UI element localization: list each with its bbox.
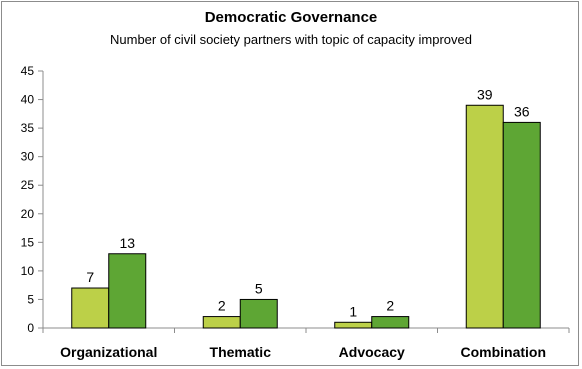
y-tick-label: 40	[21, 93, 35, 107]
bar	[239, 298, 278, 329]
data-label: 39	[477, 86, 493, 102]
y-tick-label: 10	[21, 264, 35, 278]
bar	[108, 253, 147, 329]
y-tick-label: 20	[21, 207, 35, 221]
y-tick-label: 5	[27, 292, 34, 306]
category-label: Thematic	[210, 344, 272, 360]
bar	[202, 316, 241, 329]
bar	[502, 121, 541, 329]
data-label: 13	[119, 235, 135, 251]
y-tick-label: 35	[21, 121, 35, 135]
category-label: Organizational	[60, 344, 157, 360]
bar	[465, 104, 504, 329]
data-label: 36	[514, 103, 530, 119]
data-label: 1	[349, 303, 357, 319]
chart-title: Democratic Governance	[204, 9, 378, 26]
y-tick-label: 45	[21, 64, 35, 78]
data-label: 5	[255, 280, 263, 296]
chart-subtitle: Number of civil society partners with to…	[110, 32, 472, 47]
category-label: Combination	[460, 344, 546, 360]
bar	[371, 316, 410, 329]
y-tick-label: 0	[27, 321, 34, 335]
data-label: 7	[86, 269, 94, 285]
y-tick-label: 15	[21, 235, 35, 249]
data-label: 2	[218, 298, 226, 314]
bar	[71, 287, 110, 329]
bar	[334, 321, 373, 329]
data-label: 2	[386, 298, 394, 314]
y-tick-label: 30	[21, 150, 35, 164]
y-tick-label: 25	[21, 178, 35, 192]
category-label: Advocacy	[339, 344, 405, 360]
